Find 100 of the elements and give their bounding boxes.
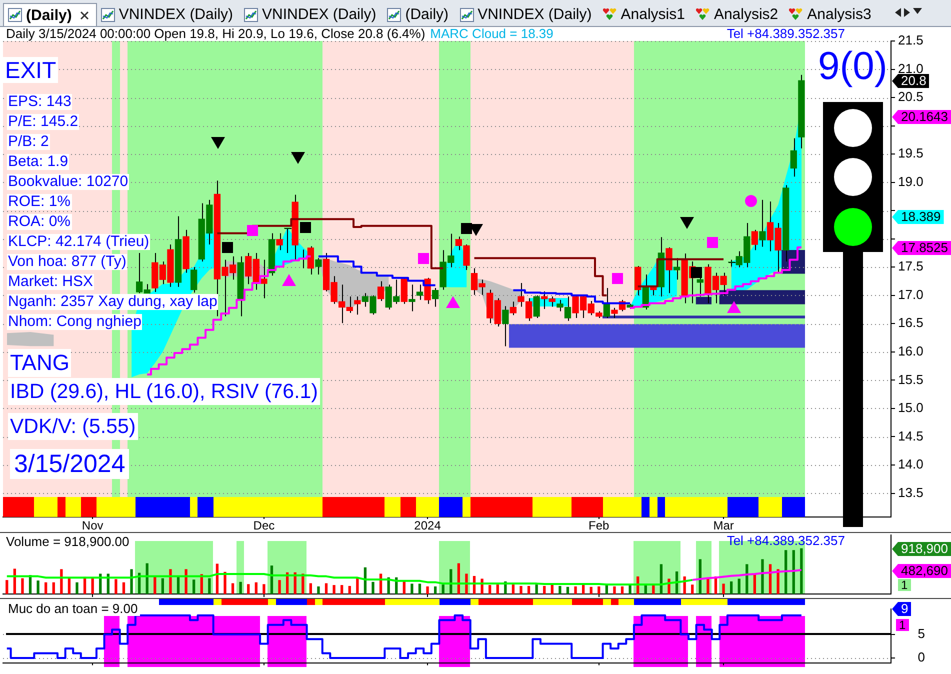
bar <box>91 578 94 594</box>
candlestick <box>751 229 758 251</box>
text: VNINDEX (Daily) <box>262 6 376 23</box>
bar <box>161 578 164 594</box>
bar <box>309 583 312 594</box>
bar <box>192 580 196 594</box>
bar <box>231 583 234 594</box>
bar <box>574 586 577 594</box>
bar <box>6 580 8 594</box>
candlestick <box>611 307 618 319</box>
candlestick <box>354 296 361 316</box>
y-tick-label: 16.0 <box>898 344 924 359</box>
bar <box>44 582 48 594</box>
candlestick <box>666 246 672 294</box>
text: Tel +84.389.352.357 <box>726 26 845 41</box>
y-tick-label: 14.5 <box>898 428 924 444</box>
text: (Daily) <box>405 6 449 23</box>
annotation: Nhom: Cong nghiep <box>7 313 142 330</box>
y-tick-label: 17.0 <box>898 286 924 302</box>
y-tick-label: 20.5 <box>898 89 924 104</box>
annotation: EXIT <box>3 57 58 83</box>
annotation: KLCP: 42.174 (Trieu) <box>7 233 150 250</box>
y-tick-label: 5 <box>918 626 925 641</box>
annotation: Von hoa: 877 (Ty) <box>7 253 128 270</box>
bar <box>76 582 78 594</box>
bar <box>247 584 250 594</box>
text: 1 <box>896 618 909 632</box>
bar <box>208 578 211 594</box>
annotation: TANG <box>8 349 72 377</box>
chart-title: Muc do an toan = 9.00 <box>8 601 138 616</box>
text: 17.8525 <box>892 240 951 255</box>
bar <box>410 584 414 594</box>
annotation: Beta: 1.9 <box>7 153 70 170</box>
annotation: Tel +84.389.352.357 <box>726 533 845 548</box>
text: VNINDEX (Daily) <box>118 6 234 23</box>
bar <box>613 586 616 594</box>
bar <box>691 584 694 594</box>
bar <box>324 583 328 594</box>
chart-title: Volume = 918,900.00 <box>6 534 130 549</box>
bar <box>496 584 499 594</box>
bar <box>590 586 592 594</box>
x-tick-label: Dec <box>253 518 275 533</box>
text: VNINDEX (Daily) <box>478 6 592 23</box>
bar <box>598 586 600 594</box>
annotation: Nganh: 2357 Xay dung, xay lap <box>7 293 218 310</box>
bar <box>278 580 281 594</box>
y-tick-label: 19.5 <box>898 146 924 161</box>
candlestick <box>408 284 416 312</box>
bar <box>527 586 530 594</box>
text: 20.1643 <box>892 109 951 124</box>
y-tick-label: 21.0 <box>898 60 924 76</box>
text: 482,690 <box>892 563 951 578</box>
candlestick <box>424 277 431 304</box>
bar <box>488 585 492 594</box>
y-tick-label: 19.0 <box>898 174 924 189</box>
candlestick <box>502 306 509 347</box>
candlestick <box>276 232 283 251</box>
x-tick-label: 2024 <box>414 518 442 533</box>
candlestick <box>190 266 198 294</box>
bar <box>558 586 562 594</box>
annotation: 3/15/2024 <box>10 449 130 479</box>
y-tick-label: 21.5 <box>898 32 924 48</box>
bar <box>21 578 24 594</box>
candlestick <box>400 277 408 304</box>
annotation: VDK/V: (5.55) <box>8 413 138 440</box>
x-tick-label: Mar <box>713 518 734 533</box>
text: Analysis1 <box>620 6 685 23</box>
y-tick-label: 15.5 <box>898 372 924 387</box>
bar <box>254 582 258 594</box>
y-tick-label: 0 <box>918 650 925 665</box>
bar <box>332 585 336 594</box>
candlestick <box>377 280 384 302</box>
x-tick-label: Feb <box>588 518 610 533</box>
chart-title: Daily 3/15/2024 00:00:00 Open 19.8, Hi 20.9, Lo 19.6, Close 20.8 (6.4%) <box>6 26 426 41</box>
chart-subtitle: MARC Cloud = 18.39 <box>430 26 554 41</box>
bar <box>60 569 63 594</box>
bar <box>356 577 359 594</box>
text: 20.8 <box>892 73 930 88</box>
bar <box>706 578 710 594</box>
candlestick <box>315 258 322 275</box>
bar <box>130 569 133 594</box>
annotation: Bookvalue: 10270 <box>7 173 130 190</box>
candlestick <box>533 294 540 319</box>
bar <box>52 582 55 594</box>
bar <box>442 584 444 594</box>
candlestick <box>432 288 439 308</box>
candlestick <box>673 258 680 280</box>
bar <box>620 586 624 594</box>
y-tick-label: 13.5 <box>898 484 924 500</box>
text: Analysis2 <box>714 6 778 23</box>
bar <box>543 586 546 594</box>
bar <box>239 582 242 594</box>
y-tick-label: 15.0 <box>898 400 924 416</box>
annotation: ROE: 1% <box>7 193 72 210</box>
bar <box>520 586 522 594</box>
bar <box>776 569 780 594</box>
annotation: P/B: 2 <box>7 133 50 150</box>
annotation: Market: HSX <box>7 273 94 290</box>
bar <box>730 581 733 594</box>
bar <box>418 584 422 594</box>
